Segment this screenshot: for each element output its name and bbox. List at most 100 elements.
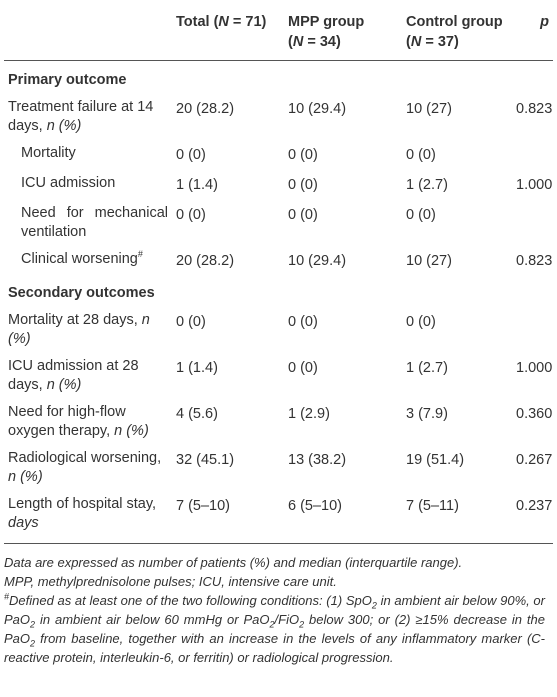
table-body: Primary outcome Treatment failure at 14 d… <box>4 61 553 544</box>
text-i: n (%) <box>8 469 43 485</box>
text-i: N <box>218 14 229 30</box>
text-sub: 2 <box>30 638 36 649</box>
header-row: Total (N = 71) MPP group (N = 34) Control g… <box>4 0 553 61</box>
p-value: 0.823 <box>516 101 553 117</box>
row-label: Length of hospital stay, days <box>4 491 172 544</box>
text-sub: 2 <box>269 619 275 630</box>
value-cell: 20 (28.2) <box>176 253 235 269</box>
text: Defined as at least one of the two follo… <box>9 593 372 608</box>
value-cell: 0 (0) <box>406 147 436 163</box>
value-cell: 0 (0) <box>288 147 318 163</box>
row-label: Mortality <box>4 140 172 170</box>
footnote: #Defined as at least one of the two foll… <box>4 591 545 667</box>
footnotes: Data are expressed as number of patients… <box>0 544 549 667</box>
footnote: Data are expressed as number of patients… <box>4 553 545 572</box>
row-label: Mortality at 28 days, n (%) <box>4 307 172 353</box>
value-cell: 0 (0) <box>288 360 318 376</box>
p-value: 1.000 <box>516 360 553 376</box>
text-i: N <box>410 34 422 50</box>
table-wrap: Total (N = 71) MPP group (N = 34) Control g… <box>4 0 553 544</box>
text-i: days <box>8 515 39 531</box>
value-cell: 0 (0) <box>176 314 206 330</box>
header-cell: MPP group (N = 34) <box>284 0 402 61</box>
text: ICU admission at 28 days, <box>8 358 139 393</box>
value-cell: 0 (0) <box>288 314 318 330</box>
text: /FiO <box>274 612 300 627</box>
p-value <box>512 140 553 170</box>
value-cell: 1 (1.4) <box>176 360 218 376</box>
data-row: Treatment failure at 14 days, n (%) 20 (2… <box>4 94 553 140</box>
text-i: p <box>540 14 549 30</box>
value-cell: 19 (51.4) <box>406 452 465 468</box>
text: = 37) <box>421 34 459 50</box>
p-value <box>512 307 553 353</box>
data-row: ICU admission 1 (1.4) 0 (0) 1 (2.7) 1.000 <box>4 170 553 200</box>
value-cell: 20 (28.2) <box>176 101 235 117</box>
row-label: Radiological worsening, n (%) <box>4 445 172 491</box>
value-cell: 0 (0) <box>288 177 318 193</box>
data-row: Mortality 0 (0) 0 (0) 0 (0) <box>4 140 553 170</box>
text-i: n (%) <box>114 423 149 439</box>
value-cell: 0 (0) <box>406 314 436 330</box>
text: Length of hospital stay, <box>8 496 157 512</box>
text: MPP group <box>288 14 365 30</box>
text: below 300; or (2) ≥15% decrease in the P… <box>4 612 546 646</box>
value-cell: 1 (2.7) <box>406 177 448 193</box>
text-i: n (%) <box>46 118 82 134</box>
text: Data are expressed as number of patients… <box>4 555 463 570</box>
p-value: 1.000 <box>516 177 553 193</box>
data-row: Clinical worsening# 20 (28.2) 10 (29.4) 10 … <box>4 246 553 276</box>
text: in ambient air below 90%, or PaO <box>4 593 545 627</box>
p-value <box>512 200 553 246</box>
text: ( <box>288 34 293 50</box>
text: Need for mechanical ventilation <box>21 205 168 240</box>
header-cell: p <box>512 0 553 61</box>
value-cell: 0 (0) <box>176 147 206 163</box>
text-i: N <box>292 34 304 50</box>
text-sub: 2 <box>299 619 305 630</box>
value-cell: 1 (2.9) <box>288 406 330 422</box>
row-label: Treatment failure at 14 days, n (%) <box>4 94 172 140</box>
data-row: Length of hospital stay, days 7 (5–10) 6 (… <box>4 491 553 544</box>
data-row: Need for high-flow oxygen therapy, n (%)… <box>4 399 553 445</box>
header-cell <box>4 0 172 61</box>
row-label: ICU admission <box>4 170 172 200</box>
value-cell: 1 (2.7) <box>406 360 448 376</box>
text: Treatment failure at 14 days, <box>8 99 154 134</box>
p-value: 0.267 <box>516 452 553 468</box>
text: = 34) <box>303 34 341 50</box>
value-cell: 10 (29.4) <box>288 101 347 117</box>
p-value: 0.823 <box>516 253 553 269</box>
value-cell: 0 (0) <box>288 207 318 223</box>
text: Total ( <box>176 14 219 30</box>
p-value: 0.360 <box>516 406 553 422</box>
header-cell: Control group (N = 37) <box>402 0 512 61</box>
text-sup: # <box>137 249 143 260</box>
section-label: Primary outcome <box>8 72 127 88</box>
text: Need for high-flow oxygen therapy, <box>8 404 126 439</box>
value-cell: 13 (38.2) <box>288 452 347 468</box>
row-label: Need for mechanical ventilation <box>4 200 172 246</box>
header-cell: Total (N = 71) <box>172 0 284 61</box>
value-cell: 0 (0) <box>406 207 436 223</box>
value-cell: 4 (5.6) <box>176 406 218 422</box>
value-cell: 1 (1.4) <box>176 177 218 193</box>
row-label: Clinical worsening# <box>4 246 172 276</box>
text: Control group <box>406 14 503 30</box>
row-label: ICU admission at 28 days, n (%) <box>4 353 172 399</box>
text: MPP, methylprednisolone pulses; ICU, int… <box>4 574 337 589</box>
value-cell: 0 (0) <box>176 207 206 223</box>
value-cell: 10 (27) <box>406 253 452 269</box>
text: Mortality <box>21 145 76 161</box>
data-row: ICU admission at 28 days, n (%) 1 (1.4) 0 … <box>4 353 553 399</box>
value-cell: 10 (29.4) <box>288 253 347 269</box>
value-cell: 7 (5–11) <box>402 491 512 544</box>
text: from baseline, together with an increase… <box>4 631 545 665</box>
text: ICU admission <box>21 175 116 191</box>
section-label: Secondary outcomes <box>8 285 155 301</box>
text-sub: 2 <box>371 600 377 611</box>
text: in ambient air below 60 mmHg or PaO <box>35 612 270 627</box>
section-row: Primary outcome <box>4 61 553 95</box>
data-row: Radiological worsening, n (%) 32 (45.1) 13… <box>4 445 553 491</box>
